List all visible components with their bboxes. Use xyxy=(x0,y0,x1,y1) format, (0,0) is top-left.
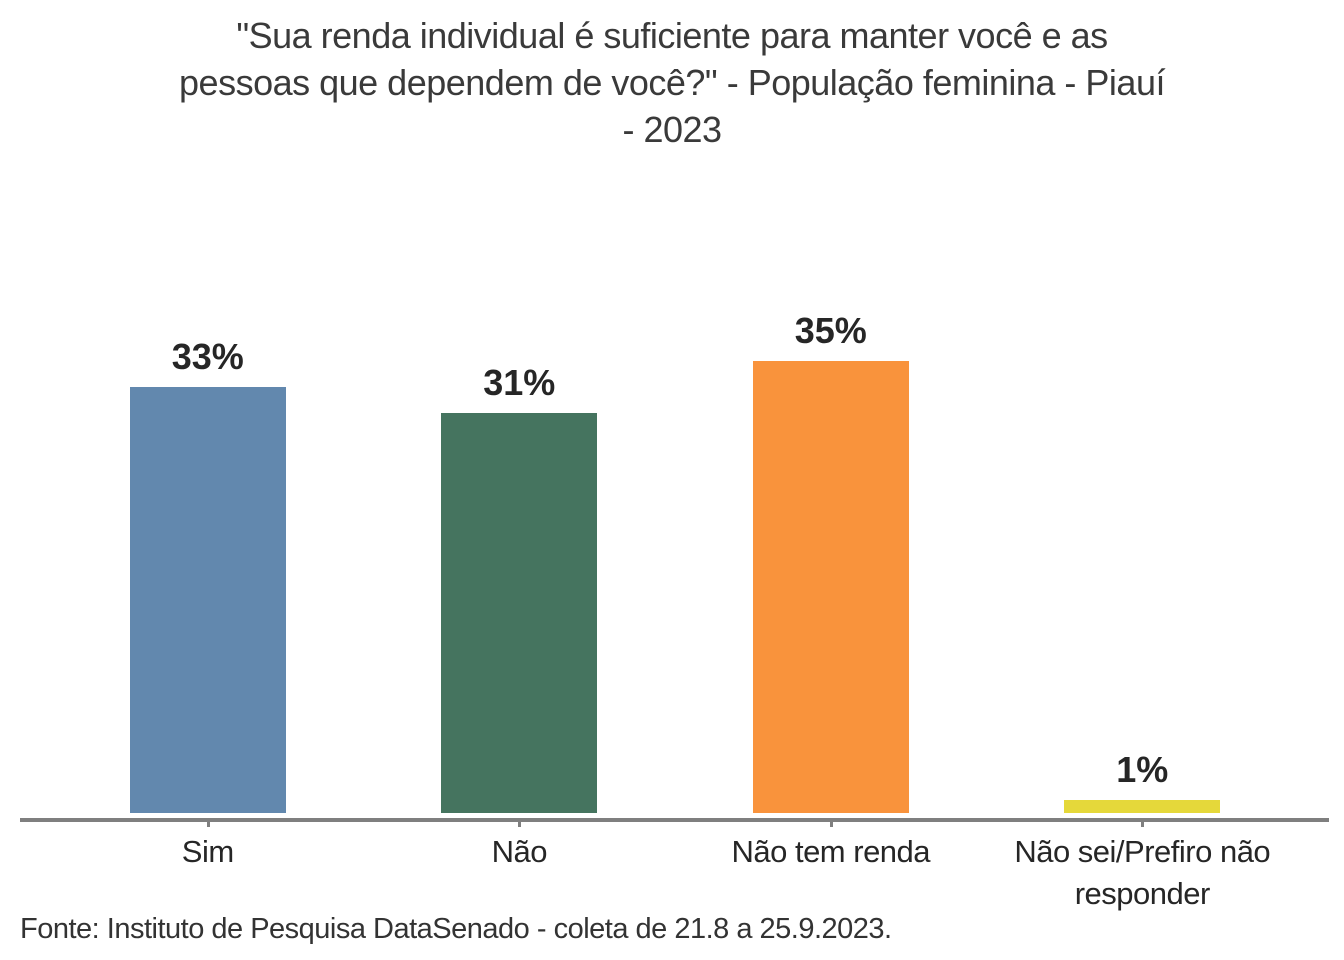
bar xyxy=(1064,800,1221,813)
chart-title: "Sua renda individual é suficiente para … xyxy=(0,12,1344,153)
axis-tick xyxy=(518,818,522,827)
category-label-line: Não xyxy=(491,834,548,869)
category-label-line: Não sei/Prefiro não xyxy=(1014,834,1271,869)
category-label-line: responder xyxy=(1074,876,1211,911)
bar-value-label: 1% xyxy=(1116,749,1169,790)
x-axis-line xyxy=(20,818,1329,822)
category-label-line: Sim xyxy=(181,834,234,869)
bar xyxy=(441,413,598,813)
chart-title-line-3: - 2023 xyxy=(622,109,722,150)
category-label-line: Não tem renda xyxy=(731,834,931,869)
category-label: Sim xyxy=(52,831,364,915)
axis-tick xyxy=(829,818,833,827)
bar-value-label: 31% xyxy=(483,362,556,403)
bar xyxy=(752,361,909,813)
axis-tick xyxy=(1141,818,1145,827)
axis-tick xyxy=(206,818,210,827)
category-label: Não xyxy=(364,831,676,915)
chart-title-line-1: "Sua renda individual é suficiente para … xyxy=(236,15,1108,56)
x-axis-labels: Sim Não Não tem renda Não sei/Prefiro não re… xyxy=(52,831,1298,915)
bar-column: 1% xyxy=(987,0,1299,827)
source-note: Fonte: Instituto de Pesquisa DataSenado … xyxy=(20,913,892,945)
category-label: Não tem renda xyxy=(675,831,987,915)
bar-column: 33% xyxy=(52,0,364,827)
chart-title-line-2: pessoas que dependem de você?" - Populaç… xyxy=(179,62,1165,103)
category-label: Não sei/Prefiro não responder xyxy=(987,831,1299,915)
plot-area: 33% 31% 35% 1% xyxy=(52,0,1299,827)
bar-column: 31% xyxy=(364,0,676,827)
bar xyxy=(129,387,286,813)
bar-value-label: 33% xyxy=(171,336,244,377)
bar-column: 35% xyxy=(675,0,987,827)
bar-value-label: 35% xyxy=(794,310,867,351)
